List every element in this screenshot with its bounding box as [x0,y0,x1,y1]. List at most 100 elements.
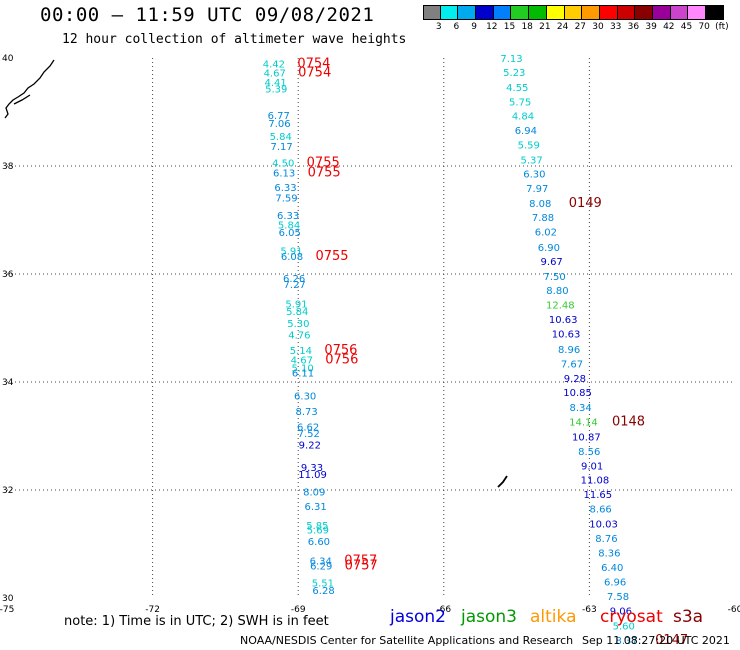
colorbar-label: 6 [453,22,460,32]
swh-value: 6.77 [268,111,290,122]
colorbar-swatch [529,5,547,20]
swh-value: 5.37 [520,155,542,166]
pass-time-label: 0755 [307,156,340,171]
credit-date: Sep 11 08:27:20 UTC 2021 [582,634,730,647]
colorbar-label: 18 [521,22,533,32]
colorbar-swatch [511,5,530,20]
swh-value: 4.67 [291,356,313,367]
swh-value: 6.31 [304,502,326,513]
swh-value: 8.56 [578,447,600,458]
pass-time-label: 0149 [569,196,602,211]
swh-value: 12.48 [546,301,575,312]
swh-value: 6.26 [283,274,305,285]
colorbar-swatch [688,5,706,20]
legend-s3a: s3a [673,607,704,627]
footnote: note: 1) Time is in UTC; 2) SWH is in fe… [64,614,329,629]
latitude-tick-label: 30 [2,594,14,604]
pass-time-label: 0757 [344,554,377,569]
pass-time-label: 0756 [325,353,358,368]
swh-value: 4.42 [263,60,285,71]
swh-value: 5.84 [286,307,308,318]
colorbar-swatch [599,5,618,20]
swh-value: 7.17 [270,142,292,153]
colorbar-label: 36 [627,22,640,32]
swh-value: 6.33 [274,183,296,194]
pass-time-label: 0147 [655,633,688,648]
pass-time-label: 0754 [297,57,330,72]
colorbar-swatch [493,5,512,20]
swh-value: 6.40 [601,563,623,574]
swh-value: 4.50 [272,159,294,170]
swh-value: 14.14 [569,418,598,429]
swh-value: 4.76 [288,330,310,341]
colorbar-label: 3 [435,22,442,32]
colorbar-swatch [652,5,671,20]
colorbar-swatch [670,5,689,20]
swh-value: 7.97 [526,184,548,195]
pass-time-label: 0754 [298,65,331,80]
swh-value: 11.08 [581,476,610,487]
swh-value: 4.84 [512,112,534,123]
longitude-tick-label: -66 [436,605,451,615]
swh-value: 6.29 [310,561,332,572]
colorbar-swatch [423,5,441,20]
pass-time-label: 0756 [324,343,357,358]
swh-value: 8.37 [615,636,637,647]
swh-value: 9.01 [581,461,603,472]
swh-value: 10.63 [552,330,581,341]
swh-colorbar [423,5,724,20]
swh-value: 10.87 [572,432,601,443]
swh-value: 9.28 [564,374,586,385]
swh-value: 4.67 [264,68,286,79]
colorbar-label: 24 [556,22,569,32]
colorbar-swatch [582,5,600,20]
swh-value: 5.85 [306,521,328,532]
swh-value: 9.33 [301,463,323,474]
colorbar-label: 30 [592,22,604,32]
swh-value: 5.30 [287,319,309,330]
swh-value: 6.28 [312,586,334,597]
legend-jason3: jason3 [461,607,517,627]
swh-value: 6.94 [515,126,537,137]
legend-altika: altika [530,607,577,627]
bermuda-island [497,475,508,488]
colorbar-swatch [706,5,724,20]
swh-value: 5.69 [307,526,329,537]
colorbar-label: 45 [680,22,693,32]
swh-value: 7.27 [284,280,306,291]
swh-value: 9.67 [541,257,563,268]
swh-value: 9.06 [610,607,632,618]
colorbar-label: 21 [539,22,551,32]
colorbar-swatch [476,5,494,20]
swh-value: 11.65 [583,490,612,501]
swh-value: 6.96 [604,578,626,589]
swh-value: 9.22 [299,440,321,451]
pass-time-label: 0755 [315,249,348,264]
colorbar-swatch [440,5,459,20]
colorbar-labels: 3 6 9 12 15 18 21 24 27 30 33 36 39 42 45 70 (ft) [423,22,740,34]
latitude-tick-label: 34 [2,378,14,388]
swh-value: 5.91 [280,247,302,258]
swh-value: 6.02 [535,228,557,239]
colorbar-label: 12 [486,22,498,32]
longitude-tick-label: -72 [145,605,160,615]
swh-value: 5.23 [503,68,525,79]
swh-value: 5.51 [312,579,334,590]
colorbar-swatch [458,5,477,20]
legend-jason2: jason2 [390,607,446,627]
swh-value: 7.59 [275,194,297,205]
colorbar-label: 27 [574,22,587,32]
swh-value: 8.36 [598,548,620,559]
swh-value: 5.14 [290,346,312,357]
swh-value: 7.58 [607,592,629,603]
colorbar-label: 33 [609,22,622,32]
credit-line: NOAA/NESDIS Center for Satellite Applica… [240,634,574,647]
map-subtitle: 12 hour collection of altimeter wave hei… [62,32,407,47]
swh-value: 6.11 [292,369,314,380]
swh-value: 5.75 [509,98,531,109]
swh-value: 6.30 [523,169,545,180]
swh-value: 8.76 [595,534,617,545]
swh-value: 6.90 [538,243,560,254]
colorbar-label: 39 [645,22,657,32]
